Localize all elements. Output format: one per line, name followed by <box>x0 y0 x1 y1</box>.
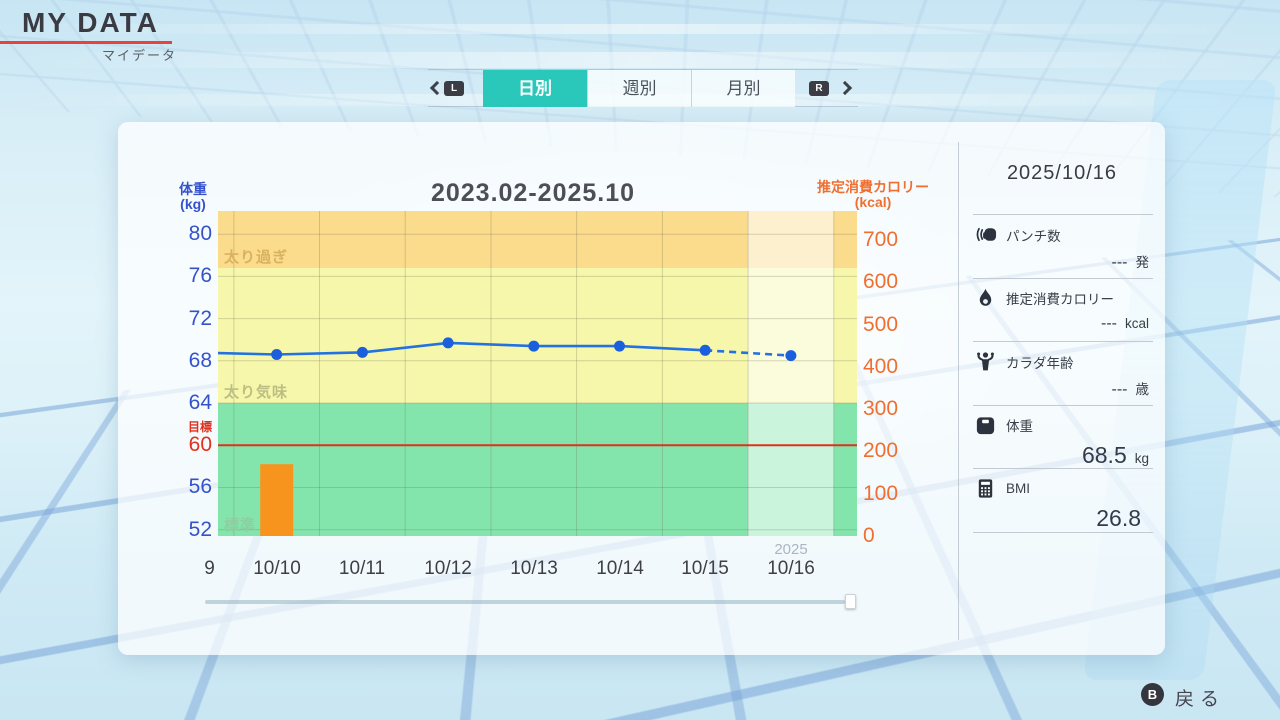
sidebar-stats: パンチ数 --- 発 推定消費カロリー --- kcal <box>973 215 1153 533</box>
stat-value: --- <box>1101 314 1117 332</box>
x-axis-label: 10/13 <box>510 558 558 579</box>
y-axis-tick-left: 72 <box>188 307 212 330</box>
y-axis-tick-left: 80 <box>188 222 212 245</box>
stat-value: 26.8 <box>1096 505 1141 531</box>
y-axis-tick-right: 300 <box>863 397 899 420</box>
x-axis-label: 10/12 <box>424 558 472 579</box>
stat-label: パンチ数 <box>1006 228 1061 244</box>
stat-value: --- <box>1111 254 1128 271</box>
punch-icon <box>976 227 997 242</box>
l-button-badge[interactable]: L <box>444 81 464 96</box>
zone-label: 太り過ぎ <box>224 249 289 266</box>
y-axis-tick-left: 60 <box>188 433 212 456</box>
left-axis-title: 体重 (kg) <box>158 182 228 212</box>
right-axis-title: 推定消費カロリー (kcal) <box>808 180 938 210</box>
back-label: 戻る <box>1175 689 1226 710</box>
stat-row-weight: 体重 68.5 kg <box>973 406 1153 469</box>
zone-label: 太り気味 <box>224 384 289 401</box>
body-age-icon <box>977 352 994 371</box>
x-axis-labels: 10/09 10/10 10/11 10/12 10/13 10/14 10/15 10/16 <box>204 558 859 584</box>
sidebar-date-divider <box>973 214 1153 215</box>
right-axis-title-line2: (kcal) <box>854 194 892 210</box>
background-streak <box>0 24 1280 34</box>
timeline-scrollbar-handle[interactable] <box>845 594 856 609</box>
y-axis-tick-left: 76 <box>188 264 212 287</box>
left-axis-title-line2: (kg) <box>180 196 206 212</box>
tab-daily[interactable]: 日別 <box>483 70 587 107</box>
y-axis-tick-right: 600 <box>863 270 899 293</box>
x-axis-label: 10/16 <box>767 558 815 579</box>
right-axis-title-line1: 推定消費カロリー <box>817 179 929 195</box>
stat-unit: kcal <box>1124 315 1149 331</box>
stat-label: 推定消費カロリー <box>1006 292 1114 307</box>
x-axis-label: 10/10 <box>253 558 301 579</box>
stat-unit: 歳 <box>1135 382 1150 397</box>
stat-unit: 発 <box>1135 255 1150 270</box>
scale-icon <box>976 416 995 434</box>
page-title: MY DATA <box>22 7 159 38</box>
stat-label: 体重 <box>1006 419 1033 434</box>
background-streak <box>0 52 1280 68</box>
y-axis-tick-left: 56 <box>188 475 212 498</box>
y-axis-tick-left: 52 <box>188 518 212 541</box>
weight-calorie-chart <box>190 211 857 536</box>
timeline-scrollbar-track[interactable] <box>205 600 845 604</box>
stat-value: --- <box>1111 381 1128 398</box>
left-axis-title-line1: 体重 <box>179 181 207 197</box>
x-axis-label: 10/11 <box>338 558 386 579</box>
period-tabs: 日別 週別 月別 <box>483 70 795 107</box>
y-axis-tick-right: 100 <box>863 482 899 505</box>
stat-label: BMI <box>1006 481 1031 496</box>
flame-icon <box>979 288 992 306</box>
stat-value: 68.5 <box>1081 441 1127 468</box>
tab-weekly[interactable]: 週別 <box>587 70 691 107</box>
stat-unit: kg <box>1134 450 1149 466</box>
selected-date: 2025/10/16 <box>1006 162 1118 184</box>
logo-underline <box>0 41 172 44</box>
x-axis-label: 10/14 <box>596 558 644 579</box>
stat-row-bmi: BMI 26.8 <box>973 469 1153 533</box>
y-axis-tick-right: 500 <box>863 313 899 336</box>
year-label: 2025 <box>774 541 808 558</box>
weight-chart-svg <box>190 211 857 536</box>
y-axis-tick-right: 700 <box>863 228 899 251</box>
y-axis-tick-left: 64 <box>188 391 212 414</box>
y-axis-tick-right: 400 <box>863 355 899 378</box>
tab-monthly[interactable]: 月別 <box>691 70 795 107</box>
x-axis-label: 10/15 <box>681 558 729 579</box>
x-axis-label: 10/09 <box>204 558 215 579</box>
stat-row-calories: 推定消費カロリー --- kcal <box>973 279 1153 342</box>
stat-row-body-age: カラダ年齢 --- 歳 <box>973 342 1153 406</box>
y-axis-tick-left: 68 <box>188 349 212 372</box>
y-axis-tick-right: 0 <box>863 524 875 547</box>
stat-row-punches: パンチ数 --- 発 <box>973 215 1153 279</box>
stat-label: カラダ年齢 <box>1006 355 1074 371</box>
r-button-badge[interactable]: R <box>809 81 829 96</box>
calculator-icon <box>978 479 993 498</box>
tab-strip-top-divider <box>428 69 858 70</box>
y-axis-tick-right: 200 <box>863 439 899 462</box>
chart-title: 2023.02-2025.10 <box>430 179 636 207</box>
zone-label: 標準 <box>224 517 257 534</box>
target-label: 目標 <box>187 420 212 434</box>
page-subtitle: マイデータ <box>102 48 178 63</box>
b-button-badge[interactable]: B <box>1141 683 1164 706</box>
sidebar-divider <box>958 142 959 640</box>
